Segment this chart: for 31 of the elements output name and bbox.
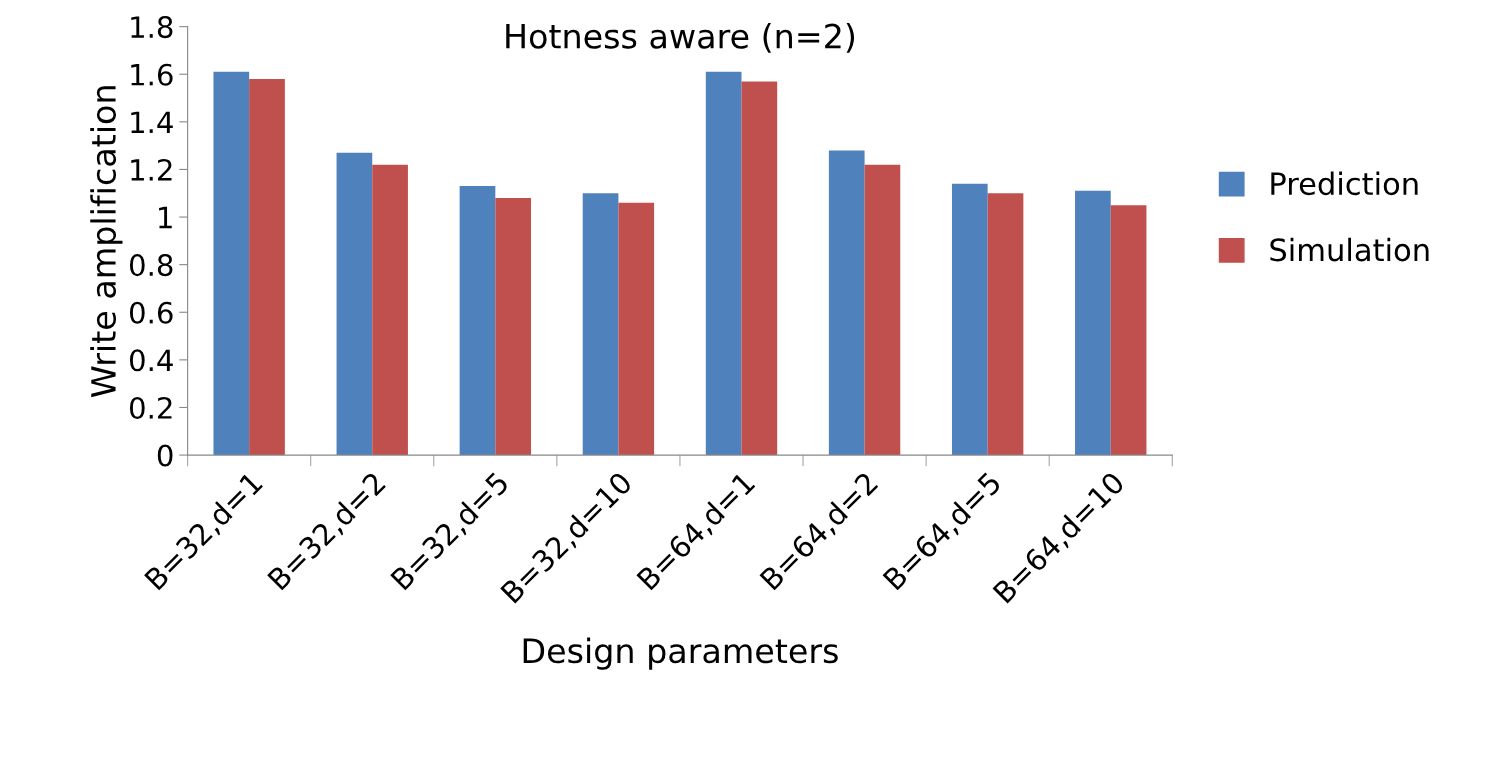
bar	[618, 202, 655, 456]
bar	[705, 71, 742, 456]
bar	[213, 71, 250, 456]
legend-label: Simulation	[1270, 237, 1429, 262]
y-tick-label: 0.8	[129, 254, 173, 277]
y-tick-label: 1.6	[131, 63, 173, 86]
y-tick-label: 1.8	[131, 16, 173, 39]
y-tick-label: 0.2	[129, 396, 172, 419]
y-tick-label: 0.6	[129, 301, 173, 324]
bar	[987, 193, 1024, 456]
bar	[459, 186, 496, 456]
chart-title: Hotness aware (n=2)	[506, 23, 855, 53]
y-tick-label: 0.4	[129, 349, 173, 372]
x-axis-title: Design parameters	[523, 637, 838, 670]
bar	[372, 164, 408, 456]
bar	[951, 183, 988, 456]
bar	[582, 193, 619, 456]
y-tick-label: 0	[157, 444, 173, 467]
bar	[249, 79, 285, 456]
legend-label: Prediction	[1271, 171, 1418, 196]
y-tick-label: 1	[159, 206, 172, 229]
bar	[495, 198, 532, 456]
bar	[864, 164, 901, 456]
y-axis-title: Write amplification	[90, 86, 123, 398]
bar	[1110, 205, 1147, 456]
bar	[336, 152, 373, 456]
bar	[741, 81, 778, 456]
y-tick-label: 1.2	[131, 158, 172, 181]
bar	[828, 150, 865, 456]
y-tick-label: 1.4	[131, 111, 173, 133]
bar	[1075, 190, 1111, 456]
